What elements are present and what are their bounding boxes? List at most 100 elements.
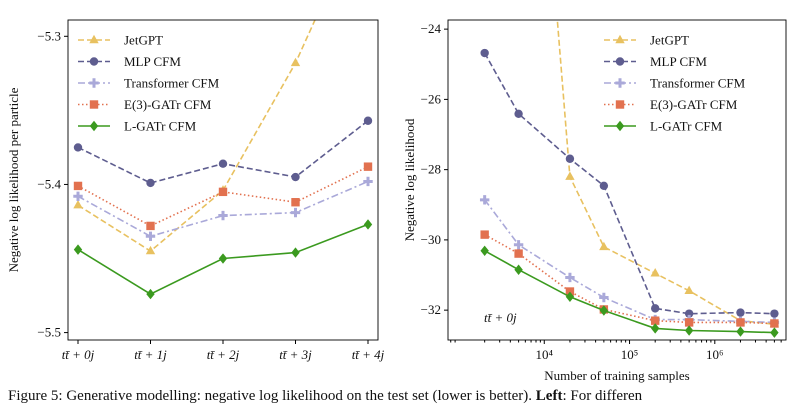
marker bbox=[291, 198, 300, 207]
series-line bbox=[556, 20, 775, 325]
marker bbox=[73, 143, 83, 152]
marker bbox=[565, 287, 575, 296]
marker bbox=[145, 231, 156, 241]
legend-label: Transformer CFM bbox=[650, 76, 746, 91]
marker bbox=[146, 288, 155, 300]
marker bbox=[146, 221, 155, 231]
marker bbox=[565, 272, 575, 283]
marker bbox=[599, 292, 609, 303]
marker bbox=[363, 162, 373, 171]
marker bbox=[218, 187, 228, 197]
marker bbox=[146, 178, 155, 188]
y-axis-label: Negative log likelihood per particle bbox=[6, 87, 21, 272]
axes-frame bbox=[447, 19, 787, 341]
annotation: tt̄ + 0j bbox=[484, 310, 517, 325]
series-group bbox=[479, 20, 780, 338]
marker bbox=[650, 304, 660, 313]
marker bbox=[615, 120, 625, 132]
marker bbox=[736, 318, 745, 327]
x-tick-label: tt̄ + 3j bbox=[279, 347, 312, 362]
marker bbox=[599, 241, 609, 251]
caption-lead: Figure 5: Generative modelling: negative… bbox=[8, 388, 536, 404]
axes-frame bbox=[67, 19, 379, 341]
marker bbox=[513, 240, 524, 250]
x-axis-label: Number of training samples bbox=[544, 368, 690, 383]
caption-rest: : For differen bbox=[562, 388, 642, 404]
marker bbox=[684, 285, 694, 295]
marker bbox=[736, 326, 745, 337]
plot: −5.3 −5.4 −5.5tt̄ + 0j tt̄ + 1j tt̄ + 2j tt̄ … bbox=[6, 19, 385, 362]
marker bbox=[684, 318, 694, 327]
marker bbox=[615, 57, 625, 66]
marker bbox=[565, 154, 575, 163]
plot: −24 −26 −28 −30 −32 10⁴ 10⁵ 10⁶ Number of traini… bbox=[402, 19, 787, 383]
marker bbox=[89, 100, 99, 109]
series-group bbox=[73, 20, 373, 300]
marker bbox=[363, 219, 373, 230]
marker bbox=[650, 268, 660, 277]
x-tick-label: tt̄ + 0j bbox=[62, 347, 95, 362]
y-axis-label: Negative log likelihood bbox=[402, 118, 417, 241]
marker bbox=[480, 48, 489, 58]
marker bbox=[684, 309, 694, 318]
marker bbox=[218, 253, 228, 264]
x-tick-label: tt̄ + 1j bbox=[134, 347, 167, 362]
marker bbox=[89, 120, 99, 132]
marker bbox=[290, 207, 301, 218]
marker bbox=[89, 34, 99, 44]
legend-label: JetGPT bbox=[124, 33, 163, 48]
marker bbox=[599, 305, 609, 316]
marker bbox=[89, 78, 99, 88]
marker bbox=[565, 291, 575, 302]
legend-label: E(3)-GATr CFM bbox=[124, 97, 212, 112]
series-line bbox=[77, 120, 369, 184]
marker bbox=[73, 191, 83, 201]
marker bbox=[291, 247, 300, 258]
marker bbox=[363, 176, 373, 187]
marker bbox=[615, 100, 625, 109]
y-tick-label: −5.4 bbox=[37, 176, 61, 191]
y-tick-label: −32 bbox=[421, 302, 441, 317]
marker bbox=[480, 230, 489, 239]
marker bbox=[514, 264, 523, 275]
series-line bbox=[77, 180, 369, 238]
marker bbox=[770, 309, 779, 318]
marker bbox=[291, 172, 300, 182]
y-tick-label: −24 bbox=[421, 21, 442, 36]
marker bbox=[218, 159, 228, 168]
marker bbox=[770, 327, 779, 338]
x-tick-label: tt̄ + 4j bbox=[352, 347, 385, 362]
x-tick-label: 10⁶ bbox=[706, 347, 724, 362]
legend-label: Transformer CFM bbox=[124, 76, 220, 91]
marker bbox=[73, 244, 83, 255]
marker bbox=[480, 245, 489, 256]
series-line bbox=[484, 250, 775, 334]
marker bbox=[514, 249, 523, 258]
y-tick-label: −26 bbox=[421, 91, 442, 106]
marker bbox=[650, 316, 660, 325]
caption-bold: Left bbox=[536, 388, 563, 404]
y-tick-label: −5.5 bbox=[37, 325, 61, 340]
marker bbox=[145, 245, 156, 255]
x-tick-label: 10⁴ bbox=[535, 347, 553, 362]
y-tick-label: −5.3 bbox=[37, 28, 61, 43]
marker bbox=[290, 57, 301, 67]
marker bbox=[615, 34, 625, 44]
marker bbox=[73, 199, 83, 209]
marker bbox=[599, 181, 609, 190]
legend-label: L-GATr CFM bbox=[124, 119, 197, 134]
marker bbox=[218, 210, 228, 221]
legend-label: JetGPT bbox=[650, 33, 689, 48]
marker bbox=[615, 78, 625, 88]
marker bbox=[684, 325, 694, 336]
x-tick-label: tt̄ + 2j bbox=[207, 347, 240, 362]
legend-label: E(3)-GATr CFM bbox=[650, 97, 738, 112]
marker bbox=[514, 109, 523, 118]
caption: Figure 5: Generative modelling: negative… bbox=[8, 388, 643, 404]
marker bbox=[73, 181, 83, 191]
legend-label: MLP CFM bbox=[650, 54, 707, 69]
marker bbox=[565, 171, 575, 180]
y-tick-label: −28 bbox=[421, 162, 441, 177]
marker bbox=[89, 57, 99, 66]
